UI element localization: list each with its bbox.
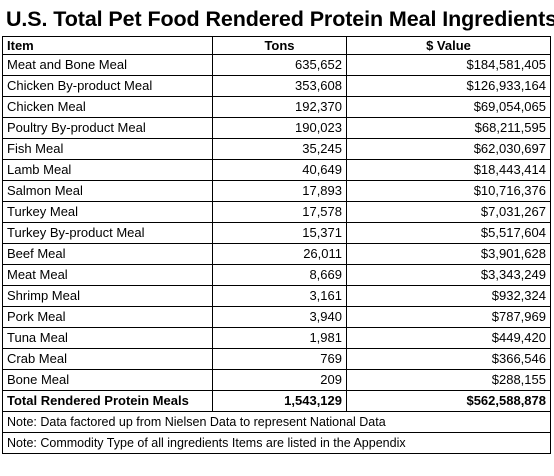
item-cell: Meat and Bone Meal xyxy=(2,54,213,76)
tons-cell: 3,161 xyxy=(212,285,347,307)
item-cell: Bone Meal xyxy=(2,369,213,391)
item-cell: Lamb Meal xyxy=(2,159,213,181)
value-cell: $366,546 xyxy=(346,348,551,370)
tons-cell: 3,940 xyxy=(212,306,347,328)
table-row: Meat Meal 8,669 $3,343,249 xyxy=(2,264,551,286)
value-cell: $3,901,628 xyxy=(346,243,551,265)
item-cell: Crab Meal xyxy=(2,348,213,370)
item-cell: Poultry By-product Meal xyxy=(2,117,213,139)
item-cell: Salmon Meal xyxy=(2,180,213,202)
total-tons-cell: 1,543,129 xyxy=(212,390,347,412)
item-cell: Beef Meal xyxy=(2,243,213,265)
value-cell: $932,324 xyxy=(346,285,551,307)
total-row: Total Rendered Protein Meals 1,543,129 $56… xyxy=(2,390,551,412)
note-row: Note: Data factored up from Nielsen Data… xyxy=(2,411,551,433)
table-row: Salmon Meal 17,893 $10,716,376 xyxy=(2,180,551,202)
tons-cell: 35,245 xyxy=(212,138,347,160)
table-row: Meat and Bone Meal 635,652 $184,581,405 xyxy=(2,54,551,76)
value-cell: $18,443,414 xyxy=(346,159,551,181)
item-cell: Chicken Meal xyxy=(2,96,213,118)
tons-cell: 209 xyxy=(212,369,347,391)
tons-cell: 17,578 xyxy=(212,201,347,223)
value-cell: $787,969 xyxy=(346,306,551,328)
value-cell: $184,581,405 xyxy=(346,54,551,76)
note-text: Note: Commodity Type of all ingredients … xyxy=(2,432,551,454)
table-row: Pork Meal 3,940 $787,969 xyxy=(2,306,551,328)
value-cell: $3,343,249 xyxy=(346,264,551,286)
item-cell: Chicken By-product Meal xyxy=(2,75,213,97)
note-text: Note: Data factored up from Nielsen Data… xyxy=(2,411,551,433)
item-cell: Fish Meal xyxy=(2,138,213,160)
tons-cell: 769 xyxy=(212,348,347,370)
value-cell: $69,054,065 xyxy=(346,96,551,118)
value-cell: $449,420 xyxy=(346,327,551,349)
table-row: Turkey By-product Meal 15,371 $5,517,604 xyxy=(2,222,551,244)
table-row: Shrimp Meal 3,161 $932,324 xyxy=(2,285,551,307)
table-title: U.S. Total Pet Food Rendered Protein Mea… xyxy=(6,7,554,31)
note-row: Note: Commodity Type of all ingredients … xyxy=(2,432,551,454)
header-row: Item Tons $ Value xyxy=(2,36,551,55)
value-cell: $68,211,595 xyxy=(346,117,551,139)
tons-cell: 192,370 xyxy=(212,96,347,118)
table-row: Lamb Meal 40,649 $18,443,414 xyxy=(2,159,551,181)
tons-cell: 8,669 xyxy=(212,264,347,286)
protein-meal-table: Item Tons $ Value Meat and Bone Meal 635,… xyxy=(2,36,551,454)
tons-cell: 15,371 xyxy=(212,222,347,244)
item-cell: Turkey By-product Meal xyxy=(2,222,213,244)
header-tons: Tons xyxy=(212,36,347,55)
total-value-cell: $562,588,878 xyxy=(346,390,551,412)
tons-cell: 17,893 xyxy=(212,180,347,202)
table-row: Chicken Meal 192,370 $69,054,065 xyxy=(2,96,551,118)
value-cell: $288,155 xyxy=(346,369,551,391)
item-cell: Meat Meal xyxy=(2,264,213,286)
value-cell: $126,933,164 xyxy=(346,75,551,97)
table-row: Crab Meal 769 $366,546 xyxy=(2,348,551,370)
value-cell: $62,030,697 xyxy=(346,138,551,160)
item-cell: Turkey Meal xyxy=(2,201,213,223)
tons-cell: 635,652 xyxy=(212,54,347,76)
tons-cell: 353,608 xyxy=(212,75,347,97)
tons-cell: 190,023 xyxy=(212,117,347,139)
table-row: Bone Meal 209 $288,155 xyxy=(2,369,551,391)
item-cell: Tuna Meal xyxy=(2,327,213,349)
table-row: Turkey Meal 17,578 $7,031,267 xyxy=(2,201,551,223)
value-cell: $5,517,604 xyxy=(346,222,551,244)
value-cell: $7,031,267 xyxy=(346,201,551,223)
table-row: Chicken By-product Meal 353,608 $126,933,1… xyxy=(2,75,551,97)
item-cell: Shrimp Meal xyxy=(2,285,213,307)
tons-cell: 26,011 xyxy=(212,243,347,265)
total-item-cell: Total Rendered Protein Meals xyxy=(2,390,213,412)
header-item: Item xyxy=(2,36,213,55)
table-row: Tuna Meal 1,981 $449,420 xyxy=(2,327,551,349)
table-row: Fish Meal 35,245 $62,030,697 xyxy=(2,138,551,160)
table-row: Poultry By-product Meal 190,023 $68,211,59… xyxy=(2,117,551,139)
header-value: $ Value xyxy=(346,36,551,55)
item-cell: Pork Meal xyxy=(2,306,213,328)
table-row: Beef Meal 26,011 $3,901,628 xyxy=(2,243,551,265)
value-cell: $10,716,376 xyxy=(346,180,551,202)
tons-cell: 1,981 xyxy=(212,327,347,349)
tons-cell: 40,649 xyxy=(212,159,347,181)
